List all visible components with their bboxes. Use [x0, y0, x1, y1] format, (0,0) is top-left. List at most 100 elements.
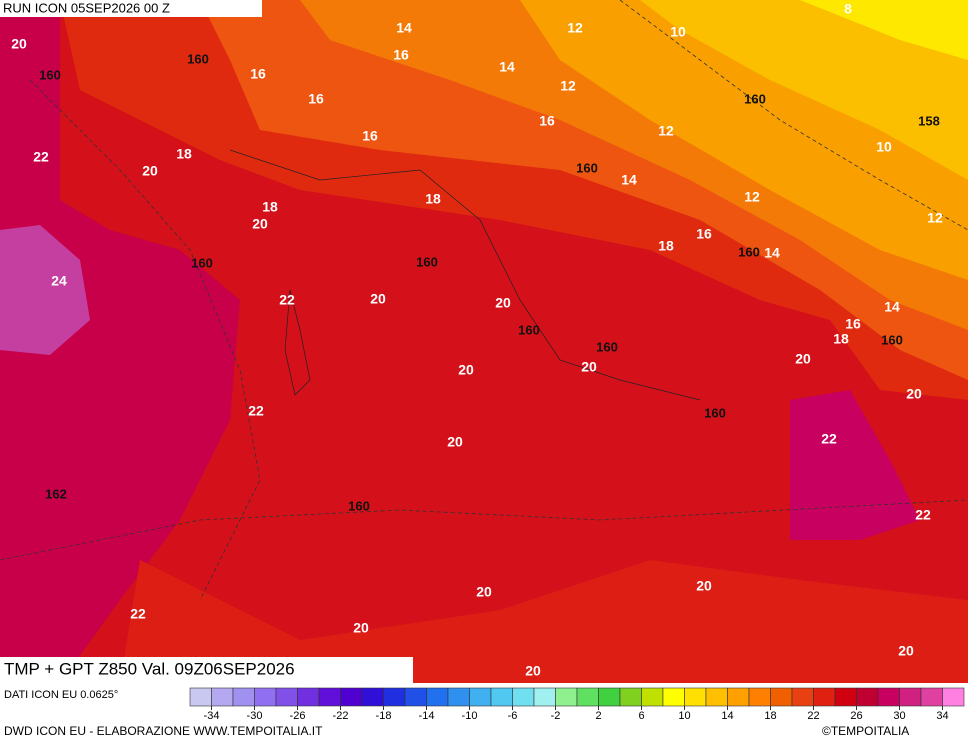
height-label: 160: [39, 67, 61, 82]
temperature-label: 18: [658, 238, 674, 254]
source-label: DATI ICON EU 0.0625°: [4, 689, 118, 701]
temperature-label: 12: [567, 20, 583, 36]
legend-swatch: [383, 687, 406, 707]
legend-swatch: [877, 687, 900, 707]
temperature-label: 10: [670, 24, 686, 40]
legend-tick-label: -34: [204, 710, 220, 722]
temperature-label: 16: [393, 47, 409, 63]
temperature-label: 14: [884, 299, 900, 315]
temperature-label: 22: [279, 292, 295, 308]
legend-tick-label: 30: [893, 710, 905, 722]
temperature-label: 18: [833, 331, 849, 347]
legend-swatch: [641, 687, 664, 707]
temperature-label: 16: [250, 66, 266, 82]
temperature-label: 16: [362, 128, 378, 144]
temperature-label: 20: [447, 434, 463, 450]
temperature-label: 18: [262, 199, 278, 215]
legend-swatch: [598, 687, 621, 707]
temperature-label: 20: [142, 163, 158, 179]
temperature-label: 22: [821, 431, 837, 447]
legend-tick-label: 10: [678, 710, 690, 722]
warm-region: [0, 0, 240, 683]
field-20-south: [120, 560, 968, 683]
height-label: 160: [881, 332, 903, 347]
coastline: [229, 149, 701, 401]
height-label: 160: [744, 91, 766, 106]
temperature-label: 18: [425, 191, 441, 207]
legend-swatch: [232, 687, 255, 707]
title-box: [0, 657, 413, 683]
height-label: 160: [704, 405, 726, 420]
legend-swatch: [856, 687, 879, 707]
legend-tick-label: -10: [462, 710, 478, 722]
legend-swatch: [834, 687, 857, 707]
field-10: [640, 0, 968, 180]
warm-spot: [790, 390, 920, 540]
hot-spot: [0, 225, 90, 355]
temperature-label: 20: [476, 584, 492, 600]
height-label: 160: [187, 51, 209, 66]
map-title: TMP + GPT Z850 Val. 09Z06SEP2026: [4, 659, 295, 678]
copyright-label: ©TEMPOITALIA: [822, 724, 909, 738]
legend-tick-label: 6: [638, 710, 644, 722]
legend-swatch: [619, 687, 642, 707]
temperature-label: 16: [696, 226, 712, 242]
credit-label: DWD ICON EU - ELABORAZIONE WWW.TEMPOITAL…: [4, 724, 323, 738]
legend-swatch: [942, 687, 965, 707]
height-label: 160: [738, 244, 760, 259]
temperature-label: 12: [658, 123, 674, 139]
isoline: [29, 79, 261, 601]
temperature-label: 20: [353, 620, 369, 636]
temperature-label: 20: [795, 351, 811, 367]
temperature-label: 22: [130, 606, 146, 622]
temperature-label: 22: [248, 403, 264, 419]
temperature-label: 20: [525, 663, 541, 679]
temperature-label: 24: [51, 273, 67, 289]
temperature-label: 12: [744, 189, 760, 205]
legend-tick-label: 26: [850, 710, 862, 722]
field-8: [800, 0, 968, 60]
legend-tick-label: -18: [376, 710, 392, 722]
legend-swatch: [576, 687, 599, 707]
legend-swatch: [920, 687, 943, 707]
temperature-label: 20: [11, 36, 27, 52]
color-legend: -34 -30 -26 -22 -18 -14 -10 -6 -2 2 6 10 14 18 22 26 30 3…: [189, 687, 965, 722]
height-label: 160: [416, 254, 438, 269]
temperature-label: 22: [915, 507, 931, 523]
temperature-label: 16: [845, 316, 861, 332]
legend-swatch: [727, 687, 750, 707]
legend-tick-label: -22: [333, 710, 349, 722]
legend-swatch: [533, 687, 556, 707]
legend-swatch: [404, 687, 427, 707]
legend-swatch: [297, 687, 320, 707]
temperature-label: 20: [581, 359, 597, 375]
temperature-label: 8: [844, 1, 852, 17]
temperature-label: 20: [906, 386, 922, 402]
legend-tick-label: 18: [764, 710, 776, 722]
legend-swatch: [340, 687, 363, 707]
legend-swatch: [469, 687, 492, 707]
legend-swatch: [512, 687, 535, 707]
temperature-label: 12: [560, 78, 576, 94]
legend-swatch: [426, 687, 449, 707]
legend-tick-label: -6: [508, 710, 518, 722]
legend-swatch: [748, 687, 771, 707]
legend-swatch: [705, 687, 728, 707]
coastline: [284, 289, 311, 396]
temperature-label: 20: [458, 362, 474, 378]
legend-tick-label: 2: [595, 710, 601, 722]
legend-swatch: [662, 687, 685, 707]
map-field: [0, 0, 968, 683]
legend-swatch: [318, 687, 341, 707]
temperature-label: 14: [396, 20, 412, 36]
isoline: [0, 499, 968, 561]
height-label: 160: [191, 255, 213, 270]
temperature-label: 12: [927, 210, 943, 226]
legend-swatch: [211, 687, 234, 707]
isoline: [619, 0, 968, 231]
legend-swatch: [275, 687, 298, 707]
temperature-label: 10: [876, 139, 892, 155]
height-label: 160: [596, 339, 618, 354]
legend-swatch: [791, 687, 814, 707]
temperature-label: 20: [696, 578, 712, 594]
